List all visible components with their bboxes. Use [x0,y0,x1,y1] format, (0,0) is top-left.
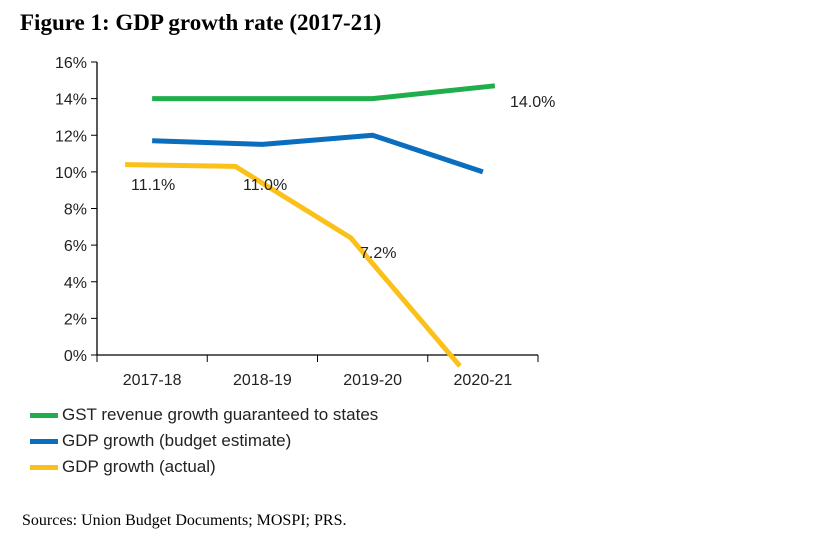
y-tick-label: 4% [64,275,87,292]
legend-item-actual: GDP growth (actual) [30,454,378,480]
series-line-2 [125,162,462,368]
y-tick-label: 6% [64,238,87,255]
data-label: 14.0% [510,94,555,111]
legend-label: GDP growth (actual) [62,457,216,476]
y-tick-label: 12% [55,128,87,145]
legend-swatch [30,412,58,418]
y-tick-label: 14% [55,92,87,109]
x-tick-label: 2019-20 [343,372,402,389]
x-tick-label: 2017-18 [123,372,182,389]
legend-item-gst: GST revenue growth guaranteed to states [30,402,378,428]
data-label: 7.2% [360,245,396,262]
y-tick-label: 8% [64,202,87,219]
chart-title: Figure 1: GDP growth rate (2017-21) [20,10,382,35]
series-line-0 [152,83,496,102]
legend-swatch [30,464,58,470]
y-tick-label: 0% [64,348,87,365]
series-line-1 [152,132,484,175]
sources-note: Sources: Union Budget Documents; MOSPI; … [22,512,347,529]
y-tick-label: 2% [64,311,87,328]
y-tick-label: 10% [55,165,87,182]
x-tick-label: 2020-21 [454,372,513,389]
data-label: 11.0% [243,177,287,194]
data-label: 11.1% [131,177,175,194]
legend-label: GDP growth (budget estimate) [62,431,292,450]
legend-label: GST revenue growth guaranteed to states [62,405,379,424]
legend-item-budget: GDP growth (budget estimate) [30,428,378,454]
legend-swatch [30,438,58,444]
legend: GST revenue growth guaranteed to states … [30,402,378,480]
y-tick-label: 16% [55,55,87,72]
x-tick-label: 2018-19 [233,372,292,389]
